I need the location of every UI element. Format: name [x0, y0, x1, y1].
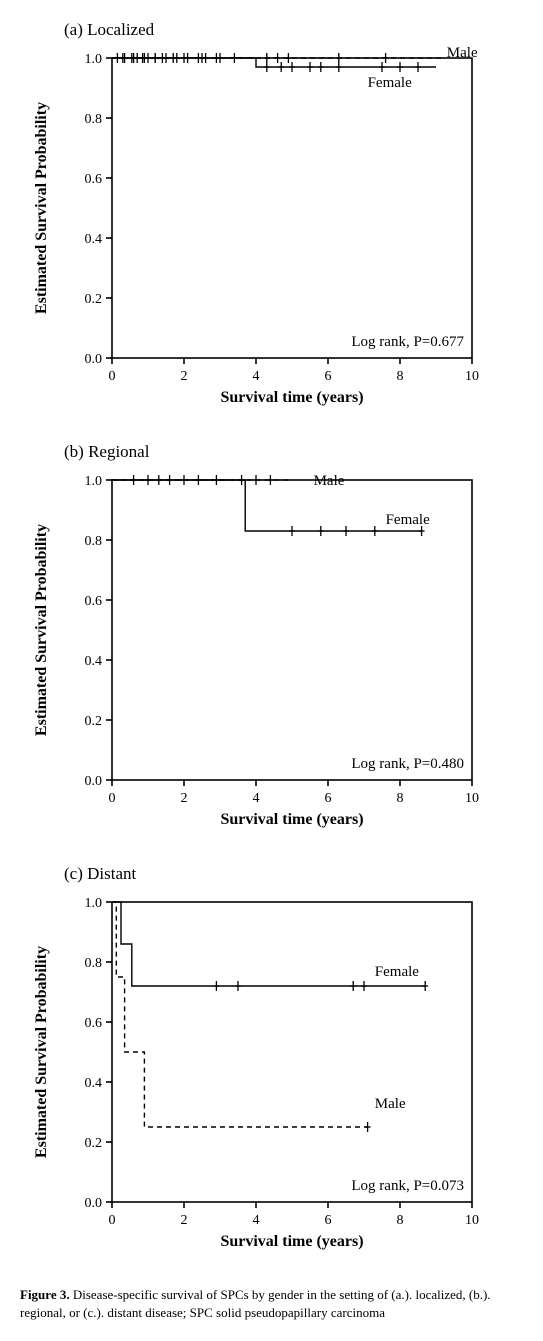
xtick-label: 0	[109, 1213, 116, 1228]
xtick-label: 8	[397, 1213, 404, 1228]
xtick-label: 4	[253, 791, 260, 806]
x-axis-label: Survival time (years)	[220, 811, 363, 828]
xtick-label: 6	[325, 1213, 332, 1228]
series-label-male: Male	[375, 1096, 406, 1112]
plot-frame	[112, 902, 472, 1202]
ytick-label: 0.6	[85, 594, 103, 609]
xtick-label: 4	[253, 1213, 260, 1228]
ytick-label: 0.2	[85, 1136, 103, 1151]
series-label-male: Male	[447, 45, 478, 61]
panel-title-c: (c) Distant	[64, 864, 523, 884]
caption-prefix: Figure 3.	[20, 1287, 70, 1302]
ytick-label: 0.6	[85, 172, 103, 187]
ytick-label: 1.0	[85, 896, 103, 911]
ytick-label: 0.6	[85, 1016, 103, 1031]
y-axis-label: Estimated Survival Probability	[33, 524, 50, 736]
y-axis-label: Estimated Survival Probability	[33, 102, 50, 314]
ytick-label: 0.4	[85, 232, 103, 247]
panel-title-a: (a) Localized	[64, 20, 523, 40]
xtick-label: 10	[465, 1213, 479, 1228]
ytick-label: 0.4	[85, 1076, 103, 1091]
x-axis-label: Survival time (years)	[220, 389, 363, 406]
xtick-label: 4	[253, 369, 260, 384]
series-label-female: Female	[368, 75, 412, 91]
xtick-label: 6	[325, 791, 332, 806]
series-label-male: Male	[314, 473, 345, 489]
xtick-label: 6	[325, 369, 332, 384]
ytick-label: 0.2	[85, 292, 103, 307]
xtick-label: 10	[465, 791, 479, 806]
ytick-label: 0.4	[85, 654, 103, 669]
logrank-text: Log rank, P=0.073	[351, 1178, 464, 1194]
ytick-label: 0.2	[85, 714, 103, 729]
chart-a: 0 2 4 6 8 10 0.0 0.2 0.4 0.6 0.8 1.0 Survival time (…	[20, 44, 490, 424]
series-label-female: Female	[375, 964, 419, 980]
panel-b: (b) Regional 0 2 4 6 8 10 0.0 0.2 0.4 0.6 0.8 1.0 Sur…	[20, 442, 523, 846]
x-axis-label: Survival time (years)	[220, 1233, 363, 1250]
logrank-text: Log rank, P=0.480	[351, 756, 464, 772]
panel-a: (a) Localized 0 2 4 6 8 10 0.0 0.2 0.4 0.6 0.8 1.0 Su…	[20, 20, 523, 424]
xtick-label: 0	[109, 369, 116, 384]
logrank-text: Log rank, P=0.677	[351, 334, 464, 350]
ytick-label: 1.0	[85, 52, 103, 67]
ytick-label: 0.8	[85, 112, 103, 127]
xtick-label: 8	[397, 369, 404, 384]
chart-b: 0 2 4 6 8 10 0.0 0.2 0.4 0.6 0.8 1.0 Survival time (…	[20, 466, 490, 846]
xtick-label: 2	[181, 1213, 188, 1228]
xtick-label: 0	[109, 791, 116, 806]
ytick-label: 0.8	[85, 534, 103, 549]
ytick-label: 1.0	[85, 474, 103, 489]
ytick-label: 0.0	[85, 1196, 103, 1211]
xtick-label: 2	[181, 791, 188, 806]
panel-title-b: (b) Regional	[64, 442, 523, 462]
ytick-label: 0.8	[85, 956, 103, 971]
ytick-label: 0.0	[85, 352, 103, 367]
caption-text: Disease-specific survival of SPCs by gen…	[20, 1287, 491, 1320]
xtick-label: 8	[397, 791, 404, 806]
series-label-female: Female	[386, 512, 430, 528]
plot-frame	[112, 58, 472, 358]
panel-c: (c) Distant 0 2 4 6 8 10 0.0 0.2 0.4 0.6 0.8 1.0 Surv…	[20, 864, 523, 1268]
y-axis-label: Estimated Survival Probability	[33, 946, 50, 1158]
xtick-label: 10	[465, 369, 479, 384]
xtick-label: 2	[181, 369, 188, 384]
ytick-label: 0.0	[85, 774, 103, 789]
chart-c: 0 2 4 6 8 10 0.0 0.2 0.4 0.6 0.8 1.0 Survival time (…	[20, 888, 490, 1268]
